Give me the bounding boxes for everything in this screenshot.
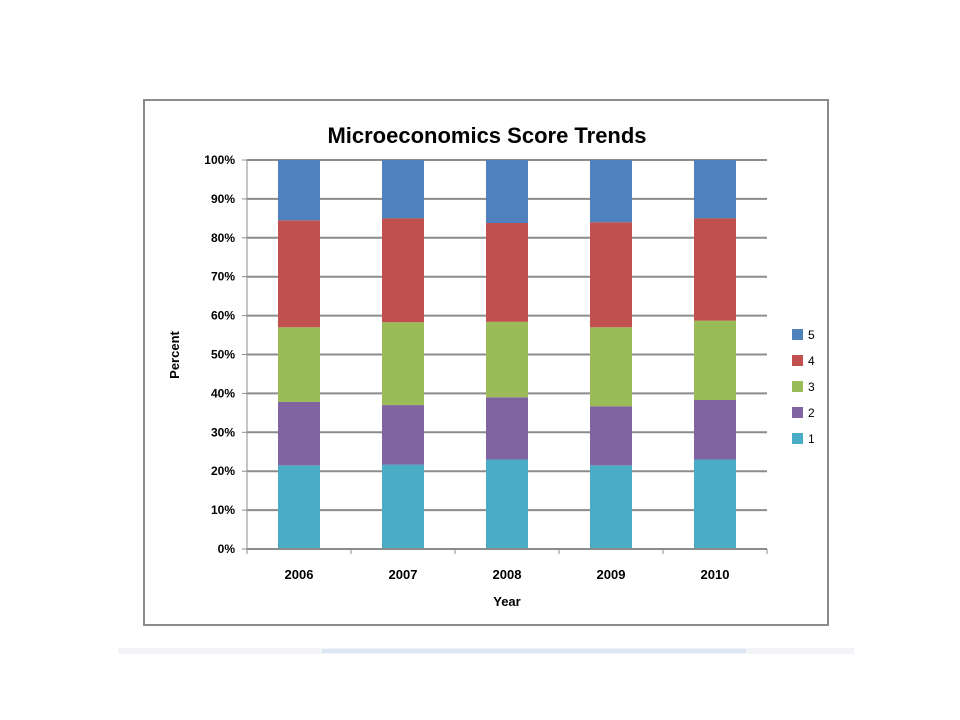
y-tick-label: 70% [211, 270, 235, 284]
chart-title: Microeconomics Score Trends [327, 123, 646, 148]
y-axis-label: Percent [167, 330, 182, 378]
bar-segment-4-2010 [694, 218, 736, 321]
bar-segment-5-2010 [694, 160, 736, 219]
bar-segment-2-2010 [694, 400, 736, 460]
bar-segment-1-2006 [278, 465, 320, 549]
bar-segment-4-2008 [486, 223, 528, 322]
y-tick-label: 40% [211, 386, 235, 400]
legend-label-3: 3 [808, 380, 815, 394]
legend-label-4: 4 [808, 354, 815, 368]
bar-segment-1-2009 [590, 465, 632, 549]
bar-segment-1-2007 [382, 464, 424, 549]
legend-swatch-1 [792, 433, 803, 444]
legend-label-2: 2 [808, 406, 815, 420]
bar-segment-3-2008 [486, 321, 528, 398]
bar-segment-5-2006 [278, 160, 320, 221]
y-tick-label: 20% [211, 464, 235, 478]
y-tick-label: 30% [211, 425, 235, 439]
bar-segment-2-2007 [382, 405, 424, 465]
bar-segment-4-2009 [590, 222, 632, 328]
x-axis-label: Year [493, 594, 520, 609]
bar-segment-3-2006 [278, 327, 320, 402]
y-tick-labels: 0% 10% 20% 30% 40% 50% 60% 70% 80% 90% 100% [204, 153, 235, 556]
legend-label-1: 1 [808, 432, 815, 446]
bar-segment-3-2010 [694, 320, 736, 401]
legend-swatch-3 [792, 381, 803, 392]
bar-segment-2-2009 [590, 406, 632, 466]
y-tick-label: 10% [211, 503, 235, 517]
axes [242, 159, 768, 554]
y-tick-label: 90% [211, 192, 235, 206]
bar-segment-2-2008 [486, 397, 528, 460]
bar-segment-5-2007 [382, 160, 424, 219]
bar-segment-5-2009 [590, 160, 632, 223]
legend-swatch-5 [792, 329, 803, 340]
x-tick-label: 2008 [493, 567, 522, 582]
bars [278, 160, 736, 549]
bar-segment-4-2007 [382, 218, 424, 323]
bar-segment-1-2010 [694, 459, 736, 549]
scrollbar-thumb[interactable] [322, 649, 746, 653]
bar-segment-3-2007 [382, 322, 424, 406]
y-tick-label: 60% [211, 309, 235, 323]
x-tick-label: 2006 [285, 567, 314, 582]
y-tick-label: 50% [211, 348, 235, 362]
x-tick-label: 2010 [701, 567, 730, 582]
x-tick-label: 2009 [597, 567, 626, 582]
bar-segment-4-2006 [278, 220, 320, 328]
legend: 5 4 3 2 1 [792, 328, 815, 446]
y-tick-label: 100% [204, 153, 235, 167]
bar-segment-3-2009 [590, 327, 632, 407]
bar-segment-2-2006 [278, 401, 320, 466]
bar-segment-1-2008 [486, 459, 528, 549]
x-tick-label: 2007 [389, 567, 418, 582]
legend-swatch-2 [792, 407, 803, 418]
y-tick-label: 0% [218, 542, 236, 556]
legend-label-5: 5 [808, 328, 815, 342]
bar-segment-5-2008 [486, 160, 528, 224]
legend-swatch-4 [792, 355, 803, 366]
y-tick-label: 80% [211, 231, 235, 245]
x-tick-labels: 2006 2007 2008 2009 2010 [285, 567, 730, 582]
